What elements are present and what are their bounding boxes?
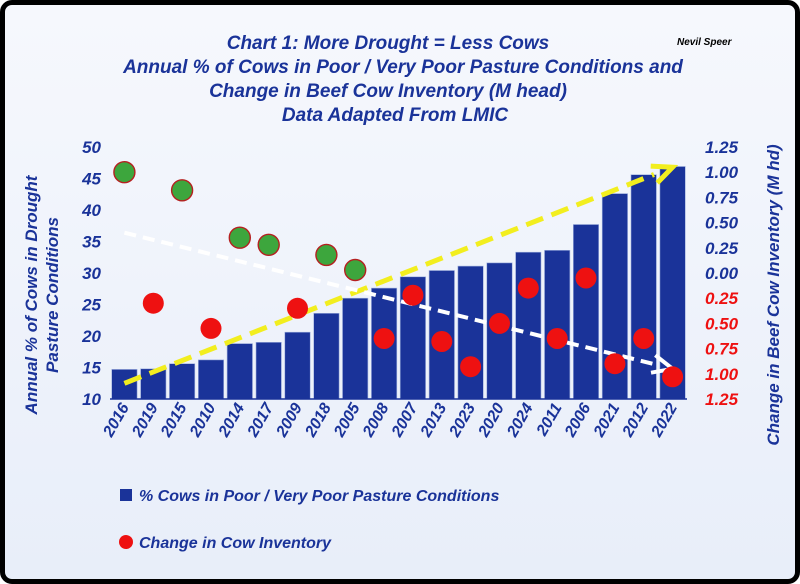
bar	[111, 369, 138, 400]
x-tick-label: 2016	[100, 400, 133, 440]
x-tick-label: 2005	[331, 400, 365, 441]
inventory-dot	[170, 179, 194, 202]
y-axis-left-title: Annual % of Cows in Drought Pasture Cond…	[22, 174, 62, 415]
y-axis-left-title-line-1: Annual % of Cows in Drought	[22, 174, 41, 415]
y-left-tick-label: 35	[82, 233, 101, 252]
y-right-tick-label: 1.00	[705, 365, 739, 384]
bar	[226, 343, 253, 400]
y-axis-right-title-text: Change in Beef Cow Inventory (M hd)	[764, 144, 783, 446]
x-tick-label: 2009	[273, 400, 306, 440]
x-tick-label: 2024	[504, 400, 537, 440]
y-right-tick-label: 0.25	[705, 289, 739, 308]
y-right-tick-label: 0.75	[705, 188, 739, 207]
trend-arrow-inventory	[123, 230, 654, 366]
x-tick-label: 2017	[244, 400, 278, 441]
inventory-dot	[287, 297, 308, 319]
bar	[169, 363, 196, 400]
inventory-dot	[546, 328, 568, 349]
chart-author: Nevil Speer	[677, 37, 733, 48]
inventory-dot	[604, 353, 626, 375]
x-tick-label: 2013	[417, 400, 450, 440]
x-tick-label: 2007	[388, 400, 422, 441]
bar	[457, 265, 484, 400]
y-axis-right-title: Change in Beef Cow Inventory (M hd)	[764, 144, 783, 446]
x-tick-label: 2010	[186, 400, 219, 440]
plot-area: 10 15 20 25 30 35 40 45 50 1.25 1.00 0.75 0.50 0.25 0.…	[81, 138, 739, 441]
x-tick-label: 2011	[533, 400, 565, 439]
y-right-tick-label: 1.25	[705, 390, 739, 409]
y-left-tick-label: 30	[82, 264, 101, 283]
y-left-tick-label: 40	[81, 201, 101, 220]
x-tick-label: 2008	[360, 400, 393, 440]
inventory-dot	[257, 233, 280, 257]
x-tick-label: 2021	[590, 400, 623, 440]
y-left-tick-label: 15	[82, 359, 101, 378]
bar	[284, 331, 311, 400]
inventory-dot	[200, 317, 222, 339]
chart-title-line-2: Annual % of Cows in Poor / Very Poor Pas…	[122, 57, 683, 78]
inventory-dot	[113, 160, 136, 184]
bar	[544, 250, 571, 400]
trend-arrowhead-drought	[650, 163, 679, 185]
inventory-dot	[315, 243, 338, 267]
y-left-tick-label: 25	[81, 296, 101, 315]
y-right-tick-label: 0.50	[705, 314, 739, 333]
bar	[630, 174, 657, 400]
x-tick-label: 2022	[648, 400, 681, 440]
x-tick-label: 2006	[561, 400, 594, 440]
x-tick-label: 2015	[158, 400, 192, 441]
y-right-tick-label: 1.25	[705, 138, 739, 157]
bar	[515, 251, 542, 400]
y-left-tick-label: 20	[81, 327, 101, 346]
inventory-dot	[228, 226, 252, 249]
inventory-dot	[373, 328, 395, 349]
x-tick-label: 2019	[129, 400, 162, 440]
inventory-dot	[517, 277, 539, 299]
inventory-dot	[402, 284, 424, 306]
legend-bars-swatch	[120, 489, 132, 501]
inventory-dot	[662, 366, 684, 388]
chart-title-line-3: Change in Beef Cow Inventory (M head)	[209, 81, 567, 102]
y-right-tick-label: 0.50	[705, 214, 739, 233]
y-right-tick-label: 0.75	[705, 340, 739, 359]
legend: % Cows in Poor / Very Poor Pasture Condi…	[119, 488, 499, 552]
x-tick-label: 2020	[475, 400, 508, 440]
inventory-dot	[431, 331, 453, 352]
inventory-dot	[142, 292, 164, 314]
bar	[572, 224, 599, 400]
bar	[342, 297, 369, 400]
y-left-tick-label: 10	[82, 390, 101, 409]
legend-bars-label: % Cows in Poor / Very Poor Pasture Condi…	[139, 488, 499, 505]
inventory-dot	[633, 328, 655, 349]
inventory-dot	[344, 258, 367, 282]
legend-dots-label: Change in Cow Inventory	[139, 535, 332, 552]
y-left-tick-label: 50	[82, 138, 101, 157]
legend-dots-swatch	[119, 535, 133, 549]
chart-title: Chart 1: More Drought = Less Cows Annual…	[122, 33, 683, 126]
bar	[313, 312, 340, 400]
inventory-dot	[575, 267, 597, 289]
trend-arrow-drought	[123, 172, 655, 386]
chart-title-line-4: Data Adapted From LMIC	[282, 105, 509, 126]
y-right-tick-label: 0.00	[705, 264, 739, 283]
inventory-dot	[489, 312, 510, 334]
chart-svg: Nevil Speer Chart 1: More Drought = Less…	[22, 33, 783, 552]
x-tick-label: 2018	[302, 400, 335, 440]
y-right-tick-label: 1.00	[705, 163, 739, 182]
chart-title-line-1: Chart 1: More Drought = Less Cows	[227, 33, 550, 54]
y-axis-left-title-line-2: Pasture Conditions	[43, 217, 62, 373]
bar	[198, 359, 225, 400]
y-left-tick-label: 45	[81, 170, 101, 189]
x-tick-label: 2012	[619, 400, 652, 440]
x-tick-label: 2023	[446, 400, 479, 440]
y-right-tick-label: 0.25	[705, 239, 739, 258]
inventory-dot	[460, 356, 482, 378]
x-tick-label: 2014	[215, 400, 248, 440]
bar	[255, 341, 282, 400]
